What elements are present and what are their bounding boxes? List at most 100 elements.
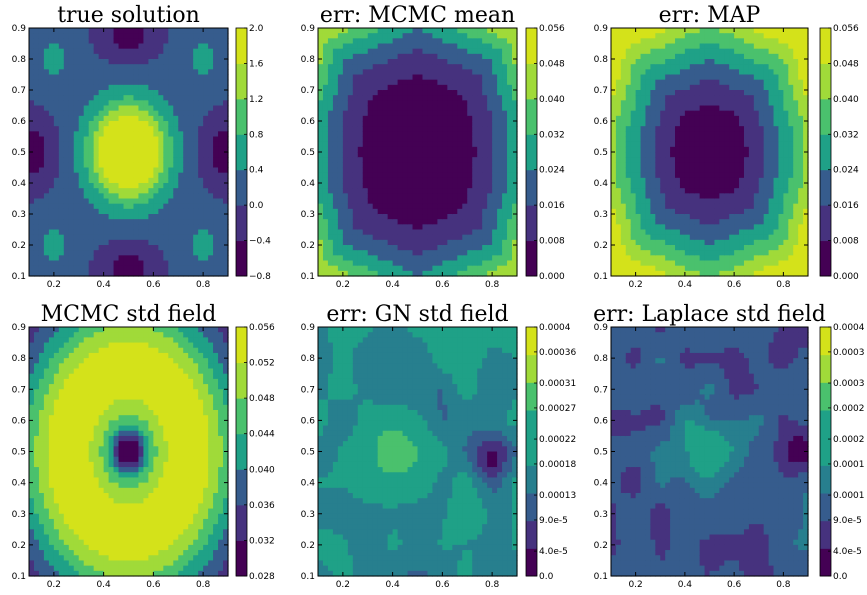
contour-cell	[38, 245, 45, 251]
contour-cell	[158, 33, 164, 39]
contour-cell	[611, 245, 617, 251]
contour-cell	[183, 115, 189, 122]
contour-cell	[645, 95, 651, 101]
contour-cell	[58, 193, 65, 200]
contour-cell	[640, 250, 647, 256]
contour-cell	[208, 234, 214, 241]
contour-cell	[58, 48, 65, 55]
contour-cell	[447, 141, 453, 148]
contour-cell	[138, 219, 145, 225]
contour-cell	[203, 260, 209, 267]
contour-cell	[332, 100, 339, 107]
contour-cell	[153, 177, 159, 184]
contour-cell	[148, 245, 154, 251]
contour-cell	[679, 131, 686, 138]
contour-cell	[113, 224, 120, 231]
contour-cell	[635, 131, 642, 138]
contour-cell	[437, 172, 443, 179]
contour-cell	[611, 100, 617, 107]
contour-cell	[203, 229, 209, 236]
contour-cell	[347, 265, 354, 272]
contour-cell	[412, 48, 419, 55]
contour-cell	[382, 59, 389, 65]
contour-cell	[655, 214, 661, 220]
contour-cell	[665, 74, 671, 81]
contour-cell	[502, 110, 508, 117]
contour-cell	[670, 110, 676, 117]
contour-cell	[322, 198, 329, 205]
contour-cell	[497, 224, 503, 231]
contour-cell	[322, 177, 329, 184]
contour-cell	[502, 208, 508, 215]
contour-cell	[153, 115, 159, 122]
contour-cell	[58, 95, 65, 101]
contour-cell	[611, 48, 617, 55]
contour-cell	[689, 193, 696, 200]
colorbar-label: 1.2	[249, 95, 263, 105]
contour-cell	[512, 136, 518, 143]
contour-cell	[58, 270, 65, 277]
contour-cell	[223, 90, 229, 96]
contour-cell	[487, 105, 493, 112]
contour-cell	[68, 183, 75, 189]
contour-cell	[198, 38, 204, 45]
contour-cell	[472, 64, 478, 70]
contour-cell	[645, 208, 651, 215]
contour-cell	[93, 193, 100, 200]
contour-cell	[158, 38, 164, 45]
contour-cell	[407, 157, 414, 163]
contour-cell	[188, 74, 194, 81]
contour-cell	[203, 33, 209, 39]
contour-cell	[640, 146, 647, 153]
contour-cell	[118, 219, 125, 225]
contour-cell	[630, 53, 637, 60]
contour-cell	[615, 38, 622, 45]
contour-cell	[679, 90, 686, 96]
contour-cell	[497, 131, 503, 138]
contour-cell	[467, 183, 473, 189]
contour-cell	[163, 121, 169, 127]
contour-cell	[63, 43, 70, 50]
contour-cell	[412, 131, 419, 138]
contour-cell	[660, 162, 666, 169]
contour-cell	[487, 136, 493, 143]
contour-cell	[193, 48, 199, 55]
contour-cell	[223, 53, 229, 60]
contour-cell	[407, 110, 414, 117]
panel-title: err: MCMC mean	[320, 3, 515, 28]
contour-cell	[427, 239, 434, 246]
contour-cell	[472, 208, 478, 215]
contour-cell	[477, 59, 483, 65]
contour-cell	[689, 84, 696, 91]
contour-cell	[615, 90, 622, 96]
contour-cell	[377, 260, 384, 267]
contour-cell	[675, 79, 681, 86]
contour-cell	[689, 162, 696, 169]
contour-cell	[327, 265, 334, 272]
contour-cell	[68, 126, 75, 132]
contour-cell	[397, 100, 404, 107]
contour-cell	[98, 157, 105, 163]
contour-cell	[679, 239, 686, 246]
contour-cell	[208, 79, 214, 86]
contour-cell	[63, 224, 70, 231]
contour-cell	[322, 28, 329, 34]
contour-cell	[615, 146, 622, 153]
contour-cell	[684, 33, 691, 39]
contour-cell	[173, 146, 179, 153]
contour-cell	[442, 126, 448, 132]
contour-cell	[382, 64, 389, 70]
contour-cell	[699, 162, 706, 169]
y-tick-label: 0.4	[12, 179, 27, 189]
contour-cell	[48, 69, 55, 76]
contour-cell	[442, 265, 448, 272]
contour-cell	[123, 188, 130, 194]
contour-cell	[362, 198, 369, 205]
contour-cell	[347, 69, 354, 76]
contour-cell	[63, 255, 70, 262]
contour-cell	[457, 38, 463, 45]
contour-cell	[372, 265, 379, 272]
contour-cell	[98, 162, 105, 169]
contour-cell	[342, 53, 349, 60]
contour-cell	[367, 146, 374, 153]
